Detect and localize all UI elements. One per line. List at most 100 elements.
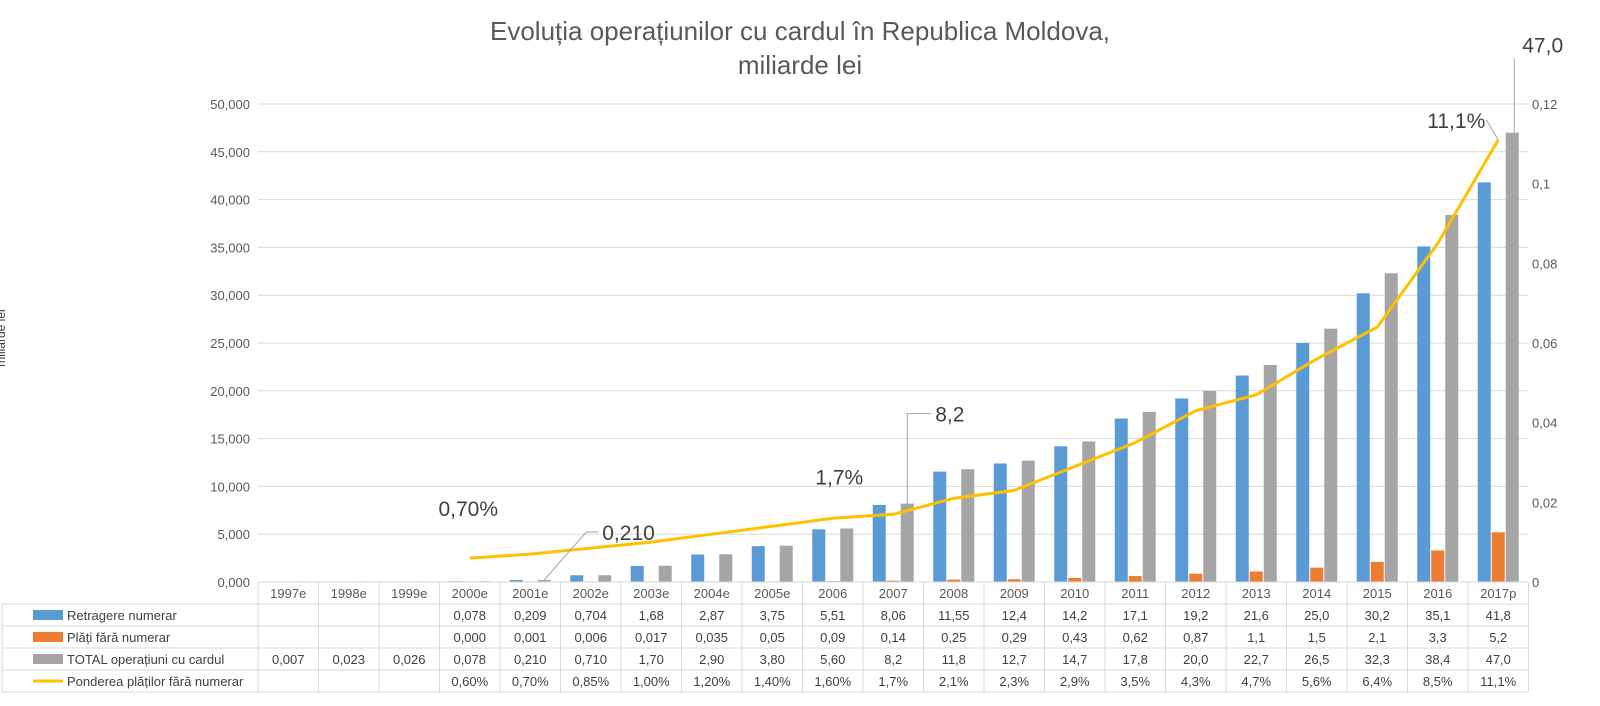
data-table: 1997e 1998e 1999e 2000e 2001e 2002e 2003e 2004e… <box>1 581 1529 693</box>
y2-tick-label: 0,08 <box>1532 256 1557 271</box>
table-cell-value: 0,026 <box>393 652 426 667</box>
bar-pl-i-f-r-numerar <box>1249 571 1263 582</box>
table-cell-value: 3,80 <box>760 652 785 667</box>
table-cell-value: 1,7% <box>878 674 908 689</box>
bar-total-opera-iuni-cu-cardul <box>1505 132 1519 582</box>
table-cell-value: 17,8 <box>1123 652 1148 667</box>
table-cell-value: 0,05 <box>760 630 785 645</box>
bar-total-opera-iuni-cu-cardul <box>961 469 975 582</box>
bar-total-opera-iuni-cu-cardul <box>658 565 672 582</box>
table-cell-value: 0,001 <box>514 630 547 645</box>
table-cell-value: 3,5% <box>1120 674 1150 689</box>
bar-retragere-numerar <box>570 575 584 582</box>
table-cell-value: 1,00% <box>633 674 670 689</box>
annotation-label: 1,7% <box>815 466 863 489</box>
y-tick-label: 25,000 <box>210 336 250 351</box>
y-tick-label: 5,000 <box>217 527 250 542</box>
table-cell-value: 0,43 <box>1062 630 1087 645</box>
table-cell-value: 0,29 <box>1002 630 1027 645</box>
bar-pl-i-f-r-numerar <box>1128 576 1142 582</box>
bar-total-opera-iuni-cu-cardul <box>1324 328 1338 582</box>
bar-total-opera-iuni-cu-cardul <box>719 554 733 582</box>
x-category-label: 1998e <box>331 586 367 601</box>
bar-total-opera-iuni-cu-cardul <box>1203 390 1217 582</box>
table-cell-value: 0,60% <box>451 674 488 689</box>
table-cell-value: 8,5% <box>1423 674 1453 689</box>
bar-retragere-numerar <box>993 463 1007 582</box>
table-cell-value: 19,2 <box>1183 608 1208 623</box>
bar-pl-i-f-r-numerar <box>1431 550 1445 582</box>
table-cell-value: 8,06 <box>881 608 906 623</box>
x-category-label: 2012 <box>1181 586 1210 601</box>
bar-retragere-numerar <box>1356 293 1370 582</box>
table-cell-value: 3,75 <box>760 608 785 623</box>
bar-retragere-numerar <box>1417 246 1431 582</box>
table-cell-value: 11,1% <box>1480 674 1516 689</box>
table-cell-value: 0,000 <box>453 630 486 645</box>
table-cell-value: 21,6 <box>1244 608 1269 623</box>
table-cell-value: 2,90 <box>699 652 724 667</box>
table-cell-value: 0,078 <box>453 652 486 667</box>
bar-pl-i-f-r-numerar <box>1310 567 1324 582</box>
table-cell-value: 0,006 <box>574 630 607 645</box>
bar-total-opera-iuni-cu-cardul <box>598 575 612 582</box>
table-cell-value: 0,704 <box>574 608 607 623</box>
table-cell-value: 32,3 <box>1365 652 1390 667</box>
grid-lines: 0,000 5,000 10,000 15,000 20,000 25,000 30,000… <box>210 97 1529 590</box>
x-category-label: 2003e <box>633 586 669 601</box>
table-cell-value: 11,55 <box>938 608 970 623</box>
bar-pl-i-f-r-numerar <box>947 579 961 582</box>
table-cell-value: 1,1 <box>1247 630 1265 645</box>
table-cell-value: 0,017 <box>635 630 668 645</box>
table-cell-value: 30,2 <box>1365 608 1390 623</box>
bar-pl-i-f-r-numerar <box>886 580 900 582</box>
x-category-label: 2015 <box>1363 586 1392 601</box>
bar-retragere-numerar <box>933 471 947 582</box>
bar-retragere-numerar <box>872 504 886 582</box>
line-ponderea <box>469 139 1500 560</box>
bar-total-opera-iuni-cu-cardul <box>1263 364 1277 582</box>
y-tick-label: 35,000 <box>210 240 250 255</box>
table-cell-value: 0,62 <box>1123 630 1148 645</box>
y-tick-label: 20,000 <box>210 384 250 399</box>
bar-total-opera-iuni-cu-cardul <box>1082 441 1096 582</box>
bar-total-opera-iuni-cu-cardul <box>1445 214 1459 582</box>
y2-tick-label: 0,02 <box>1532 495 1557 510</box>
bar-retragere-numerar <box>1477 182 1491 582</box>
x-category-label: 2007 <box>879 586 908 601</box>
table-cell-value: 14,2 <box>1062 608 1087 623</box>
table-cell-value: 12,4 <box>1002 608 1027 623</box>
table-cell-value: 5,2 <box>1489 630 1507 645</box>
table-cell-value: 2,3% <box>999 674 1029 689</box>
bar-retragere-numerar <box>630 565 644 582</box>
x-category-label: 2002e <box>573 586 609 601</box>
table-cell-value: 0,210 <box>514 652 547 667</box>
bar-total-opera-iuni-cu-cardul <box>900 503 914 582</box>
chart-title-line-2: miliarde lei <box>737 50 863 80</box>
table-cell-value: 2,1 <box>1368 630 1386 645</box>
table-cell-value: 0,70% <box>512 674 549 689</box>
x-category-label: 2008 <box>939 586 968 601</box>
annotation-label: 11,1% <box>1427 110 1485 133</box>
bar-total-opera-iuni-cu-cardul <box>840 528 854 582</box>
x-category-label: 2005e <box>754 586 790 601</box>
y2-tick-label: 0,06 <box>1532 336 1557 351</box>
bar-pl-i-f-r-numerar <box>1068 577 1082 582</box>
table-cell-value: 1,40% <box>754 674 791 689</box>
table-cell-value: 1,68 <box>639 608 664 623</box>
bar-retragere-numerar <box>1114 418 1128 582</box>
table-cell-value: 0,209 <box>514 608 547 623</box>
table-cell-value: 5,6% <box>1302 674 1332 689</box>
table-cell-value: 12,7 <box>1002 652 1027 667</box>
legend-label: Plăți fără numerar <box>67 630 171 645</box>
table-cell-value: 41,8 <box>1486 608 1511 623</box>
table-cell-value: 0,87 <box>1183 630 1208 645</box>
table-cell-value: 0,09 <box>820 630 845 645</box>
table-cell-value: 20,0 <box>1183 652 1208 667</box>
table-cell-value: 47,0 <box>1486 652 1511 667</box>
bar-retragere-numerar <box>691 554 705 582</box>
x-category-label: 1997e <box>270 586 306 601</box>
table-cell-value: 11,8 <box>942 652 966 667</box>
y2-tick-label: 0,1 <box>1532 177 1550 192</box>
table-cell-value: 4,3% <box>1181 674 1211 689</box>
